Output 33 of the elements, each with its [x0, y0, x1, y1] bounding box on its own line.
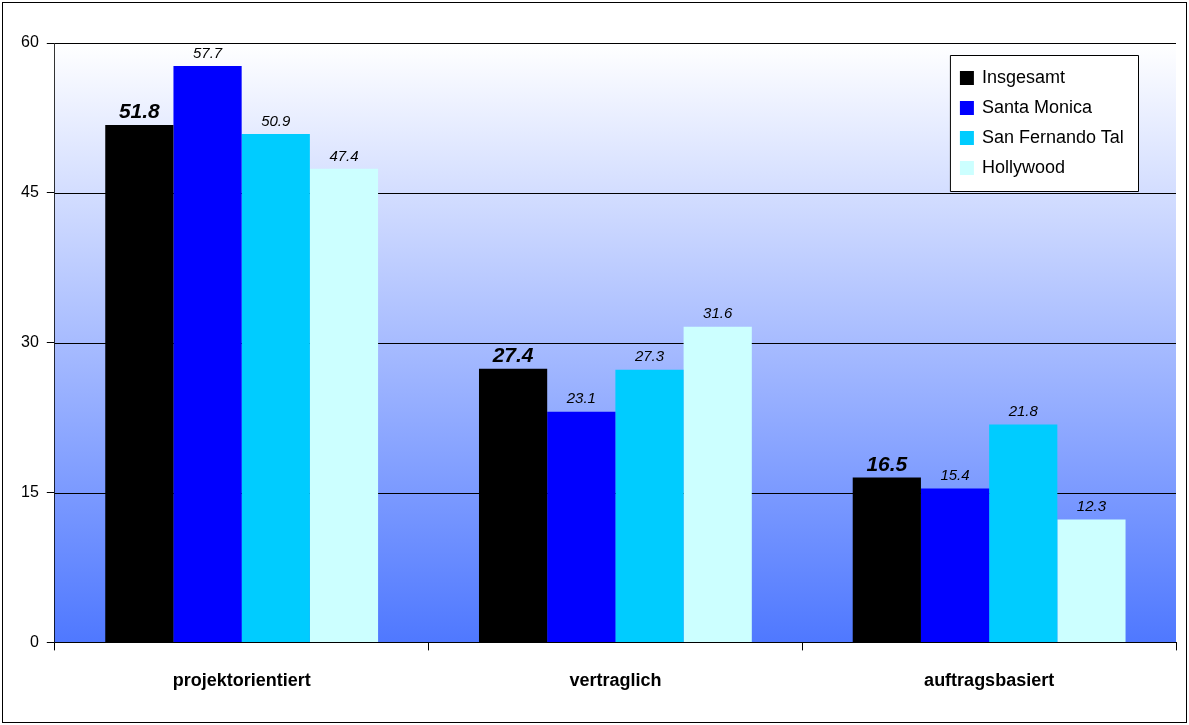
data-label: 27.4: [491, 342, 534, 366]
data-label: 23.1: [565, 389, 596, 407]
data-label: 57.7: [192, 43, 223, 61]
data-label: 51.8: [118, 99, 161, 123]
y-tick-label: 30: [21, 333, 39, 351]
bar: [683, 326, 752, 642]
bar: [309, 168, 379, 642]
data-label: 15.4: [940, 466, 970, 484]
bar: [989, 424, 1058, 642]
data-label: 16.5: [866, 451, 908, 475]
y-tick-label: 60: [21, 33, 39, 51]
data-label: 27.3: [633, 347, 665, 365]
data-label: 12.3: [1076, 497, 1107, 515]
data-label: 47.4: [329, 146, 359, 164]
bar: [920, 488, 990, 642]
y-tick-label: 0: [29, 632, 39, 650]
legend-label: Hollywood: [981, 156, 1065, 177]
x-tick-label: vertraglich: [569, 670, 662, 691]
bar: [1057, 519, 1126, 642]
legend-label: Insgesamt: [981, 66, 1065, 87]
bar: [173, 65, 242, 642]
bar: [615, 369, 684, 642]
bar: [547, 411, 616, 642]
x-tick-label: auftragsbasiert: [924, 670, 1055, 691]
y-tick-label: 45: [21, 183, 39, 201]
data-label: 50.9: [261, 111, 292, 129]
data-label: 31.6: [703, 304, 733, 322]
legend-label: Santa Monica: [981, 96, 1093, 117]
bar: [241, 133, 310, 642]
data-label: 21.8: [1007, 402, 1039, 420]
y-tick-label: 15: [21, 482, 39, 500]
legend-label: San Fernando Tal: [981, 126, 1124, 147]
x-tick-label: projektorientiert: [172, 670, 311, 691]
